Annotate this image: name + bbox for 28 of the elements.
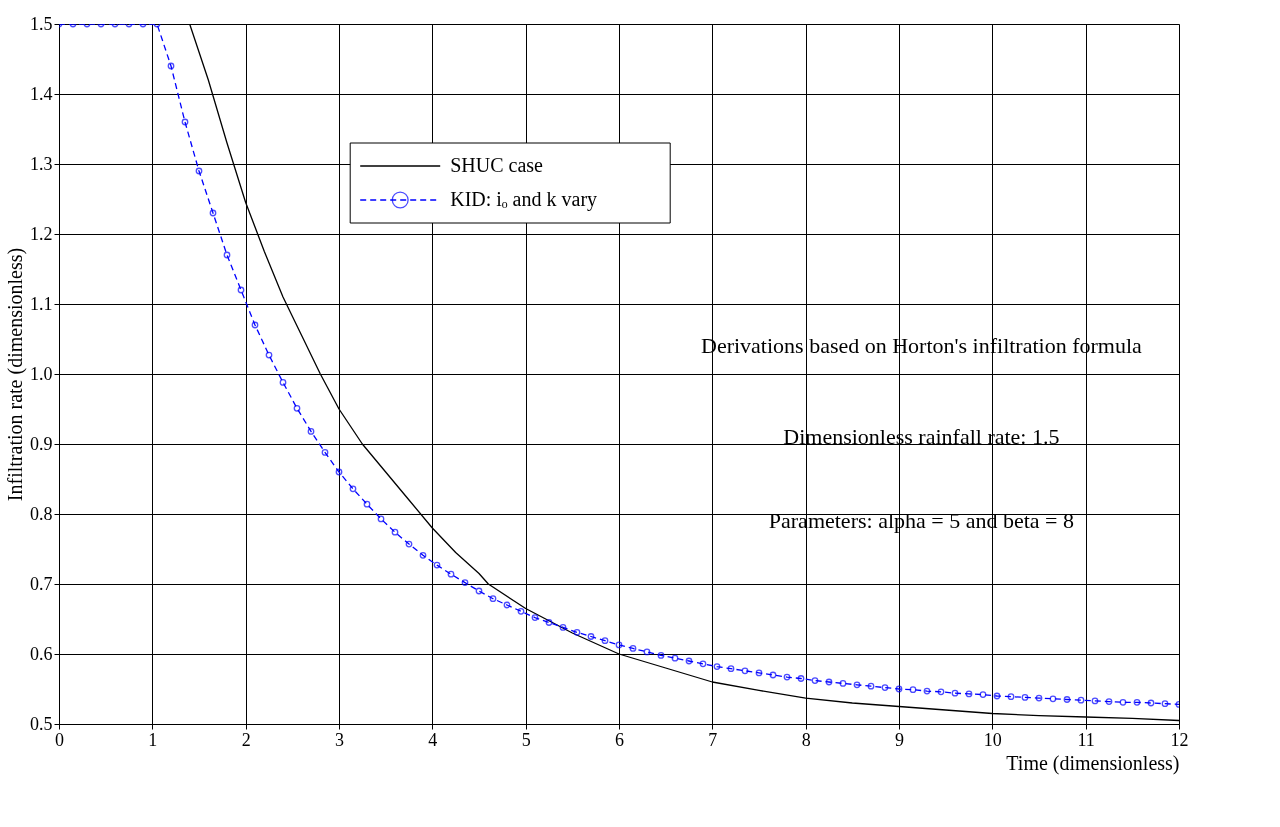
legend-label: KID: iₒ and k vary xyxy=(450,188,598,211)
x-tick-label: 4 xyxy=(428,729,438,750)
y-tick-label: 1.5 xyxy=(30,13,53,34)
y-tick-label: 0.8 xyxy=(30,503,53,524)
x-tick-label: 7 xyxy=(708,729,718,750)
x-tick-label: 12 xyxy=(1170,729,1189,750)
x-tick-label: 9 xyxy=(895,729,904,750)
x-tick-label: 3 xyxy=(335,729,344,750)
y-tick-label: 0.6 xyxy=(30,643,53,664)
x-tick-label: 11 xyxy=(1077,729,1095,750)
x-axis-title: Time (dimensionless) xyxy=(1006,751,1180,775)
y-tick-label: 0.7 xyxy=(30,573,53,594)
y-tick-label: 0.5 xyxy=(30,713,53,734)
y-tick-label: 1.0 xyxy=(30,363,53,384)
y-axis-title: Infiltration rate (dimensionless) xyxy=(4,247,27,502)
x-tick-label: 1 xyxy=(148,729,158,750)
x-tick-label: 2 xyxy=(241,729,251,750)
y-tick-label: 0.9 xyxy=(30,433,53,454)
y-tick-label: 1.1 xyxy=(30,293,53,314)
x-tick-label: 0 xyxy=(55,729,64,750)
y-tick-label: 1.2 xyxy=(30,223,53,244)
x-tick-label: 10 xyxy=(983,729,1002,750)
y-tick-label: 1.3 xyxy=(30,153,53,174)
x-tick-label: 5 xyxy=(521,729,531,750)
y-tick-label: 1.4 xyxy=(30,83,53,104)
x-tick-label: 6 xyxy=(615,729,624,750)
legend-label: SHUC case xyxy=(450,154,544,176)
x-tick-label: 8 xyxy=(801,729,811,750)
